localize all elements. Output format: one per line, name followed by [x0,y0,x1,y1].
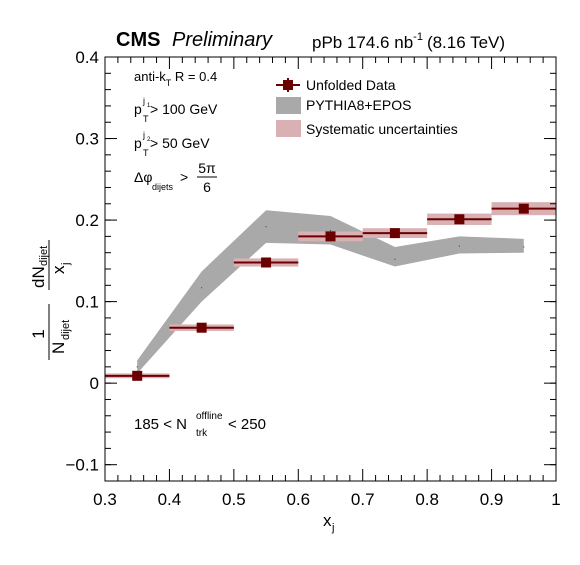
data-point [325,231,336,242]
svg-text:j: j [60,263,72,266]
dataset-prefix: pPb 174.6 nb [312,33,413,52]
svg-text:j: j [142,96,145,106]
data-layer [105,202,556,381]
legend-item-systematic: Systematic uncertainties [276,120,458,137]
svg-text:offline: offline [196,411,223,422]
pythia-point [394,258,396,260]
y-tick-label: 0.2 [75,211,99,230]
data-point [132,370,143,381]
dphi-cut-label: Δφ dijets > 5π 6 [134,160,217,195]
x-axis-title: x j [323,511,334,534]
svg-text:1: 1 [147,103,151,109]
x-tick-label: 0.5 [222,490,246,509]
svg-text:p: p [134,101,142,117]
x-tick-label: 0.6 [286,490,310,509]
legend-item-data: Unfolded Data [276,77,396,93]
svg-text:dijet: dijet [38,246,50,266]
svg-text:< 250: < 250 [228,416,266,433]
legend-item-pythia: PYTHIA8+EPOS [276,97,411,114]
svg-text:trk: trk [196,428,208,439]
svg-text:>: > [180,169,188,185]
svg-text:p: p [134,135,142,151]
pythia-point [523,246,525,248]
pythia-point [201,287,203,289]
status-label: Preliminary [172,29,273,51]
jet-algo-label: anti-kT R = 0.4 [134,69,217,88]
axis-layer: 0.3 0.4 0.5 0.6 0.7 0.8 0.9 1 −0.1 0 0.1 0.2 0.3 0.4 [65,48,560,509]
legend-label-data: Unfolded Data [306,77,396,93]
data-point [261,257,272,268]
x-tick-label: 0.4 [158,490,182,509]
legend-label-systematic: Systematic uncertainties [306,121,458,137]
legend-swatch-pythia [276,97,301,114]
data-point [389,228,400,239]
pythia-point [136,366,138,368]
x-tick-label: 0.9 [480,490,504,509]
data-point [196,322,207,333]
legend: Unfolded Data PYTHIA8+EPOS Systematic un… [276,77,458,137]
dataset-label: pPb 174.6 nb-1 (8.16 TeV) [312,31,505,52]
pythia-point [330,230,331,232]
pythia-band [137,210,524,374]
y-axis-title: 1 N dijet dN dijet x j [29,240,72,360]
x-tick-label: 0.7 [351,490,375,509]
svg-text:x: x [49,265,68,274]
legend-marker-data [283,80,293,90]
dataset-exponent: -1 [413,31,423,43]
y-tick-label: −0.1 [65,456,99,475]
svg-text:Δφ: Δφ [134,169,152,185]
svg-text:T: T [143,148,149,158]
energy-label: (8.16 TeV) [427,33,505,52]
x-tick-label: 0.8 [415,490,439,509]
svg-text:> 100 GeV: > 100 GeV [150,101,218,117]
svg-text:2: 2 [147,137,151,143]
legend-label-pythia: PYTHIA8+EPOS [306,97,411,113]
svg-text:j: j [331,522,334,534]
svg-text:T: T [143,114,149,124]
y-tick-label: 0.1 [75,293,99,312]
svg-text:5π: 5π [198,160,216,176]
pythia-point [458,245,460,247]
data-point [518,203,529,214]
pythia-point [265,226,267,228]
pt1-cut-label: p j 1 T > 100 GeV [134,96,218,124]
legend-swatch-systematic [276,120,301,137]
y-tick-label: 0 [90,374,99,393]
y-tick-label: 0.3 [75,130,99,149]
data-point [454,214,465,225]
svg-text:dijet: dijet [60,320,72,340]
svg-text:x: x [323,511,332,530]
svg-text:6: 6 [203,179,211,195]
svg-text:dijets: dijets [152,182,174,192]
pt2-cut-label: p j 2 T > 50 GeV [134,130,210,158]
svg-text:> 50 GeV: > 50 GeV [150,135,210,151]
svg-text:185 < N: 185 < N [134,416,187,433]
y-tick-label: 0.4 [75,48,99,67]
svg-text:dN: dN [29,266,48,288]
multiplicity-label: 185 < N offline trk < 250 [134,411,266,439]
experiment-label: CMS [116,29,160,51]
svg-text:1: 1 [29,329,48,338]
svg-text:j: j [142,130,145,140]
x-tick-label: 0.3 [93,490,117,509]
x-tick-label: 1 [551,490,560,509]
svg-text:N: N [49,342,68,354]
